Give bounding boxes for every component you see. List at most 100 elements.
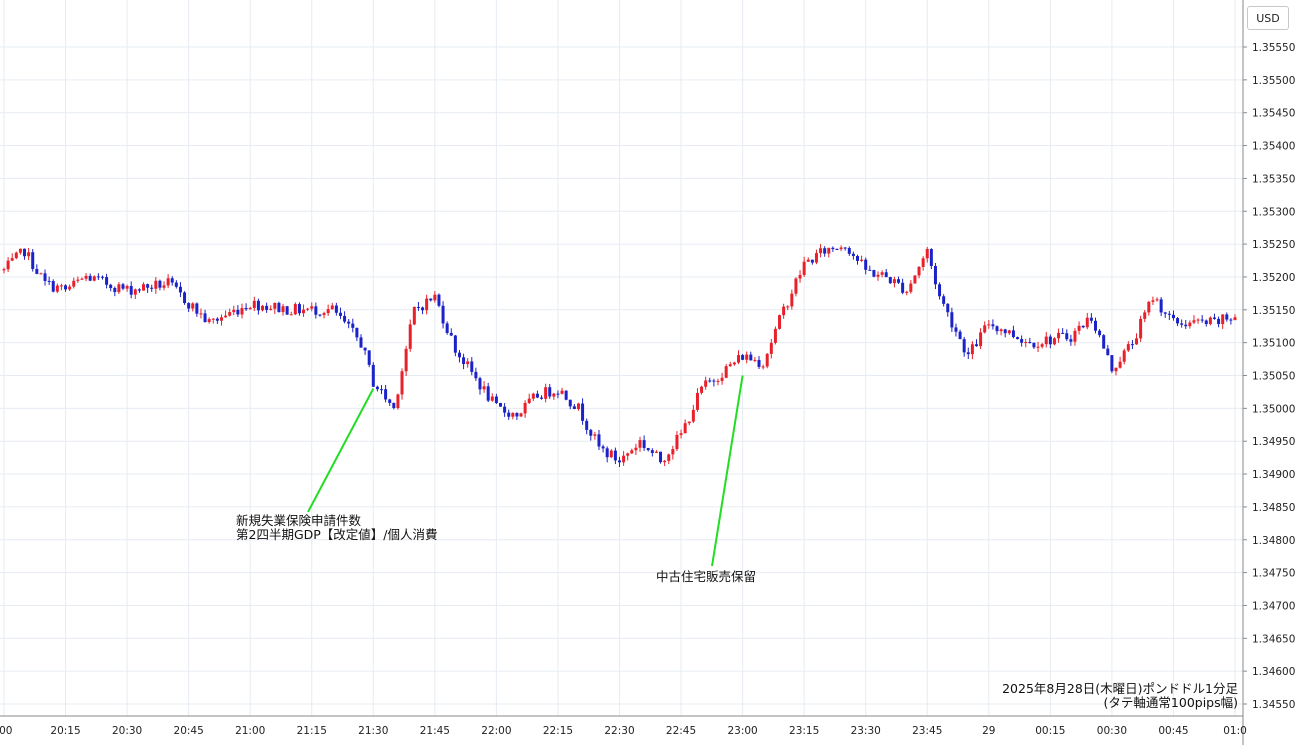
candle-bull	[716, 380, 720, 382]
candle-bear	[109, 284, 113, 289]
candle-bear	[605, 448, 609, 458]
price-tick-label: 1.35550	[1252, 42, 1295, 54]
candle-bear	[958, 331, 962, 340]
candle-bull	[166, 278, 170, 286]
candle-bull	[983, 325, 987, 333]
time-tick-label: 00:30	[1097, 725, 1127, 737]
candle-bull	[560, 390, 564, 394]
candle-bear	[334, 305, 338, 313]
candle-bear	[1081, 325, 1085, 328]
candle-bull	[142, 284, 146, 291]
candle-bear	[1163, 312, 1167, 314]
candle-bull	[999, 329, 1003, 332]
candle-bull	[273, 302, 277, 309]
candle-bear	[31, 252, 35, 269]
time-tick-label: 23:00	[727, 725, 757, 737]
candle-bull	[634, 447, 638, 451]
candle-bear	[847, 248, 851, 254]
candle-bull	[396, 394, 400, 409]
candle-bull	[125, 286, 129, 289]
candle-bear	[1130, 344, 1134, 346]
candle-bull	[970, 344, 974, 355]
candle-bull	[1085, 317, 1089, 328]
price-tick-label: 1.34950	[1252, 436, 1295, 448]
candle-bear	[474, 371, 478, 379]
candle-bull	[322, 313, 326, 316]
candle-bull	[2, 269, 6, 271]
candle-bear	[1093, 320, 1097, 331]
candle-bear	[244, 307, 248, 310]
candle-bull	[622, 455, 626, 463]
candle-bull	[765, 353, 769, 367]
candle-bear	[1200, 319, 1204, 321]
annotation-line-1: 中古住宅販売保留	[656, 569, 757, 584]
candle-bear	[933, 265, 937, 285]
candle-bear	[962, 339, 966, 353]
candle-bear	[1184, 324, 1188, 327]
candle-bear	[581, 403, 585, 421]
candle-bear	[568, 399, 572, 407]
time-tick-label: 21:30	[358, 725, 388, 737]
candle-bear	[371, 364, 375, 387]
candle-bear	[1011, 330, 1015, 338]
candle-bull	[224, 315, 228, 318]
candle-bear	[47, 280, 51, 282]
candle-bull	[909, 283, 913, 292]
candle-bear	[215, 318, 219, 321]
candle-bull	[1122, 350, 1126, 362]
candle-bull	[281, 306, 285, 313]
candle-bear	[1102, 335, 1106, 349]
candle-bear	[170, 278, 174, 283]
candle-bear	[966, 352, 970, 355]
candle-bull	[302, 309, 306, 314]
candle-bear	[277, 302, 281, 313]
candle-bear	[113, 288, 117, 293]
candle-bull	[10, 258, 14, 261]
candle-bear	[741, 355, 745, 360]
candle-bull	[704, 380, 708, 387]
currency-badge[interactable]: USD	[1247, 6, 1289, 30]
candle-bull	[72, 280, 76, 287]
candle-bear	[572, 406, 576, 410]
candle-bull	[544, 387, 548, 399]
time-tick-label: 21:15	[297, 725, 327, 737]
candle-bear	[1028, 342, 1032, 344]
candle-bull	[1135, 338, 1139, 345]
price-tick-label: 1.35250	[1252, 239, 1295, 251]
candle-bull	[404, 348, 408, 372]
candle-bear	[991, 324, 995, 327]
candle-bull	[1073, 330, 1077, 342]
candle-bull	[1057, 332, 1061, 339]
candle-bear	[178, 286, 182, 293]
candle-bull	[683, 423, 687, 434]
candle-bull	[724, 366, 728, 378]
candle-bull	[732, 362, 736, 365]
candle-bear	[486, 386, 490, 401]
candle-bear	[974, 344, 978, 347]
time-tick-label: 00:45	[1158, 725, 1188, 737]
candle-bear	[121, 284, 125, 289]
candle-bull	[876, 274, 880, 277]
candle-bull	[630, 450, 634, 454]
candle-bull	[593, 434, 597, 436]
candle-bull	[654, 451, 658, 453]
candle-bull	[117, 284, 121, 293]
candle-bear	[183, 292, 187, 304]
time-tick-label: 22:00	[481, 725, 511, 737]
candle-bull	[306, 308, 310, 310]
candle-bull	[913, 275, 917, 284]
annotation-lines	[307, 375, 744, 567]
candle-bear	[351, 323, 355, 328]
candle-bear	[285, 306, 289, 315]
price-tick-label: 1.34600	[1252, 666, 1295, 678]
candle-bear	[1016, 337, 1020, 340]
candle-bull	[199, 313, 203, 315]
candle-bull	[667, 454, 671, 461]
candle-bear	[1167, 313, 1171, 315]
candle-bull	[326, 309, 330, 314]
candle-bull	[1192, 320, 1196, 323]
candle-bear	[613, 450, 617, 461]
candle-bear	[535, 393, 539, 398]
candle-bear	[416, 306, 420, 308]
